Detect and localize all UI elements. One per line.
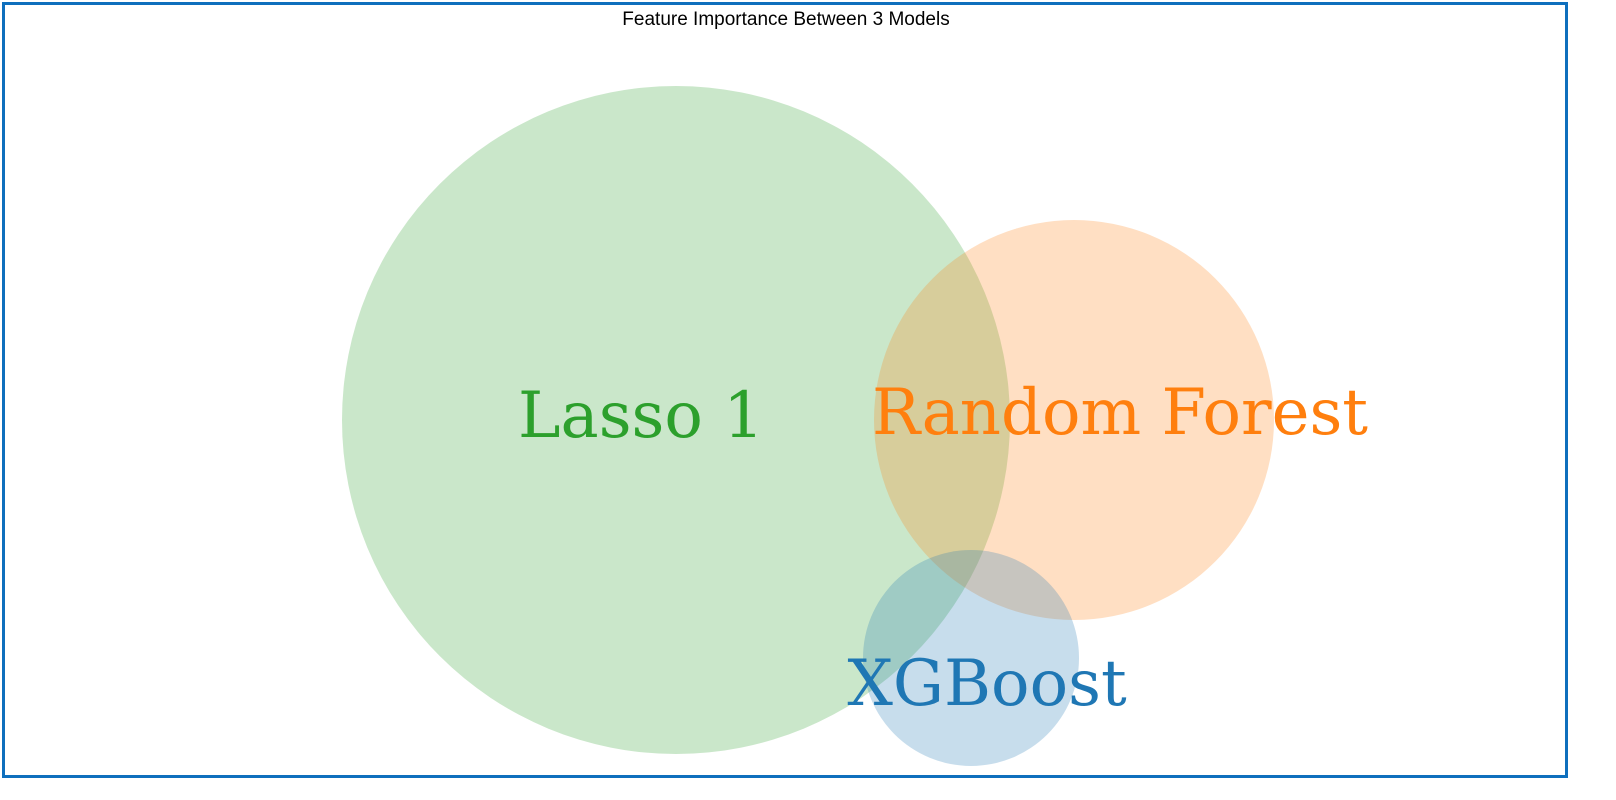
chart-title: Feature Importance Between 3 Models — [622, 9, 950, 30]
label-random-forest: Random Forest — [872, 376, 1368, 450]
venn-labels: Lasso 1 Random Forest XGBoost — [518, 376, 1368, 721]
circle-xgboost — [863, 550, 1079, 766]
circle-lasso — [342, 86, 1010, 754]
circle-random-forest — [874, 220, 1274, 620]
label-lasso: Lasso 1 — [518, 379, 764, 453]
label-xgboost: XGBoost — [847, 647, 1127, 721]
venn-circles — [342, 86, 1274, 766]
diagram-frame — [2, 2, 1568, 778]
